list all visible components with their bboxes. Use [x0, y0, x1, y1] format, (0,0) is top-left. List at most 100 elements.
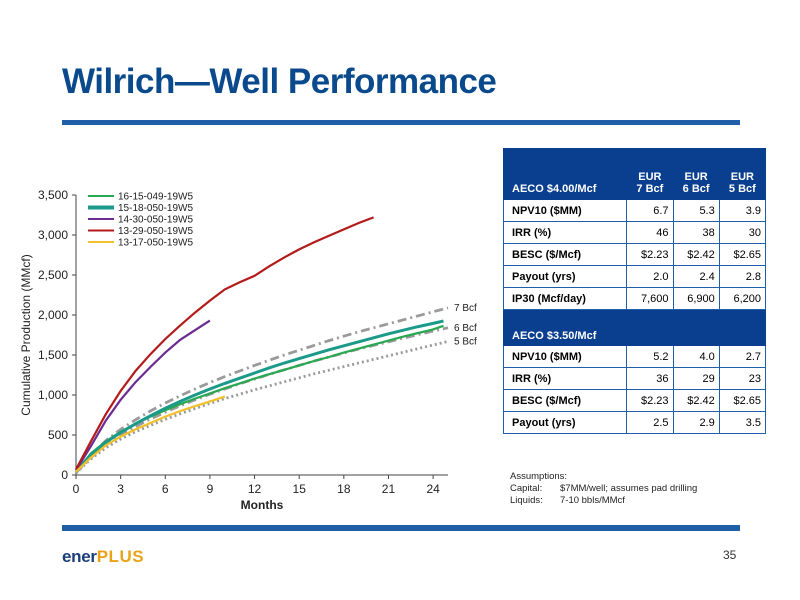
enerplus-logo: enerPLUS — [62, 547, 144, 567]
table-row: IP30 (Mcf/day) 7,600 6,900 6,200 — [502, 287, 767, 310]
table-header-row: AECO $4.00/Mcf EUR 7 Bcf EUR 6 Bcf EUR 5 Bcf — [502, 148, 767, 200]
y-tick-label: 500 — [48, 428, 68, 442]
assumption-liquids: Liquids: 7-10 bbls/MMcf — [510, 495, 697, 507]
empty-header-cell — [626, 309, 674, 346]
assumption-key: Capital: — [510, 483, 543, 494]
table-row: NPV10 ($MM) 6.7 5.3 3.9 — [502, 199, 767, 222]
empty-header-cell — [672, 309, 720, 346]
assumption-value: 7-10 bbls/MMcf — [560, 495, 625, 506]
y-tick-label: 3,500 — [38, 188, 68, 202]
legend-label: 14-30-050-19W5 — [118, 215, 193, 226]
cell-value: $2.42 — [672, 389, 720, 412]
assumption-capital: Capital: $7MM/well; assumes pad drilling — [510, 483, 697, 495]
price-header: AECO $4.00/Mcf — [502, 148, 628, 200]
footer-bar — [62, 525, 740, 531]
eur-header: EUR 6 Bcf — [672, 148, 720, 200]
y-tick-label: 0 — [61, 468, 68, 482]
cell-value: 4.0 — [672, 345, 720, 368]
table-row: Payout (yrs) 2.5 2.9 3.5 — [502, 411, 767, 434]
row-label: IRR (%) — [502, 367, 628, 390]
cell-value: 2.9 — [672, 411, 720, 434]
type-curve-label: 6 Bcf — [454, 323, 477, 334]
logo-main: ener — [62, 547, 97, 566]
x-tick-label: 9 — [207, 482, 214, 496]
row-label: IRR (%) — [502, 221, 628, 244]
x-tick-label: 3 — [117, 482, 124, 496]
cell-value: $2.23 — [626, 243, 674, 266]
series-line — [75, 319, 211, 471]
cell-value: $2.23 — [626, 389, 674, 412]
cell-value: 2.0 — [626, 265, 674, 288]
series-line — [75, 324, 444, 473]
y-tick-label: 2,500 — [38, 268, 68, 282]
y-tick-label: 2,000 — [38, 308, 68, 322]
table-row: IRR (%) 46 38 30 — [502, 221, 767, 244]
row-label: Payout (yrs) — [502, 411, 628, 434]
table-row: BESC ($/Mcf) $2.23 $2.42 $2.65 — [502, 389, 767, 412]
logo-accent: PLUS — [96, 547, 145, 566]
row-label: IP30 (Mcf/day) — [502, 287, 628, 310]
table-row: Payout (yrs) 2.0 2.4 2.8 — [502, 265, 767, 288]
table-row: NPV10 ($MM) 5.2 4.0 2.7 — [502, 345, 767, 368]
cell-value: 23 — [718, 367, 767, 390]
x-tick-label: 12 — [248, 482, 262, 496]
legend-label: 15-18-050-19W5 — [118, 203, 193, 214]
row-label: NPV10 ($MM) — [502, 199, 628, 222]
x-tick-label: 6 — [162, 482, 169, 496]
row-label: BESC ($/Mcf) — [502, 389, 628, 412]
cell-value: 29 — [672, 367, 720, 390]
type-curve-line — [75, 326, 449, 474]
x-tick-label: 18 — [337, 482, 351, 496]
cell-value: 6.7 — [626, 199, 674, 222]
y-axis-label: Cumulative Production (MMcf) — [19, 254, 33, 415]
eur-header: EUR 5 Bcf — [718, 148, 767, 200]
cell-value: 5.2 — [626, 345, 674, 368]
y-tick-label: 1,000 — [38, 388, 68, 402]
cell-value: 30 — [718, 221, 767, 244]
cell-value: 2.7 — [718, 345, 767, 368]
x-axis-label: Months — [241, 498, 284, 512]
cell-value: 2.8 — [718, 265, 767, 288]
cell-value: 3.9 — [718, 199, 767, 222]
x-tick-label: 21 — [382, 482, 396, 496]
x-tick-label: 24 — [426, 482, 440, 496]
cell-value: 38 — [672, 221, 720, 244]
cell-value: $2.65 — [718, 389, 767, 412]
eur-header: EUR 7 Bcf — [626, 148, 674, 200]
cell-value: $2.65 — [718, 243, 767, 266]
cell-value: 36 — [626, 367, 674, 390]
y-tick-label: 1,500 — [38, 348, 68, 362]
row-label: BESC ($/Mcf) — [502, 243, 628, 266]
series-line — [75, 395, 226, 473]
table-header-row: AECO $3.50/Mcf — [502, 309, 767, 346]
cell-value: 6,900 — [672, 287, 720, 310]
assumption-key: Liquids: — [510, 495, 543, 506]
cell-value: $2.42 — [672, 243, 720, 266]
type-curve-line — [74, 306, 449, 474]
cell-value: 6,200 — [718, 287, 767, 310]
row-label: Payout (yrs) — [502, 265, 628, 288]
y-tick-label: 3,000 — [38, 228, 68, 242]
legend-label: 13-29-050-19W5 — [118, 226, 193, 237]
cell-value: 2.5 — [626, 411, 674, 434]
assumptions: Assumptions: Capital: $7MM/well; assumes … — [510, 471, 697, 507]
assumptions-title: Assumptions: — [510, 471, 568, 482]
page-title: Wilrich—Well Performance — [62, 62, 497, 101]
type-curve-label: 5 Bcf — [454, 336, 477, 347]
series-line — [74, 319, 444, 473]
x-tick-label: 0 — [73, 482, 80, 496]
series-line — [75, 216, 374, 470]
cell-value: 3.5 — [718, 411, 767, 434]
cell-value: 46 — [626, 221, 674, 244]
legend-label: 13-17-050-19W5 — [118, 238, 193, 249]
assumption-value: $7MM/well; assumes pad drilling — [560, 483, 698, 494]
price-header: AECO $3.50/Mcf — [502, 309, 628, 346]
type-curve-line — [75, 340, 449, 475]
cell-value: 5.3 — [672, 199, 720, 222]
economics-table: AECO $4.00/Mcf EUR 7 Bcf EUR 6 Bcf EUR 5 Bcf NP… — [502, 148, 767, 434]
cell-value: 7,600 — [626, 287, 674, 310]
empty-header-cell — [718, 309, 767, 346]
legend-label: 16-15-049-19W5 — [118, 192, 193, 203]
type-curve-label: 7 Bcf — [454, 303, 477, 314]
